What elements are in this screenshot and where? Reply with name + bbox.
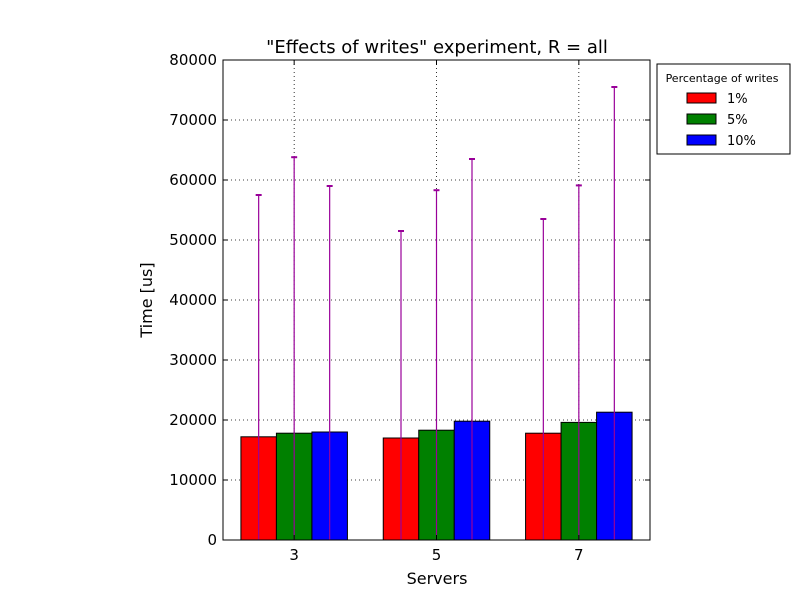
- legend-box: [656, 63, 791, 155]
- legend-label: 10%: [727, 134, 756, 149]
- y-tick-label: 30000: [169, 351, 217, 369]
- legend-swatch: [686, 92, 717, 104]
- y-tick-label: 0: [207, 531, 217, 549]
- axis-ticks: 0 10000 20000 30000 40000 50000 60000 70000 8000…: [169, 51, 650, 564]
- legend-label: 5%: [727, 113, 748, 128]
- legend-label: 1%: [727, 92, 748, 107]
- x-tick-label: 7: [574, 546, 584, 564]
- y-tick-label: 80000: [169, 51, 217, 69]
- y-tick-label: 40000: [169, 291, 217, 309]
- y-tick-label: 20000: [169, 411, 217, 429]
- legend-title: Percentage of writes: [666, 72, 779, 85]
- legend-swatch: [686, 134, 717, 146]
- legend-swatch: [686, 113, 717, 125]
- legend-items: 1% 5% 10%: [686, 92, 756, 149]
- x-tick-label: 3: [289, 546, 299, 564]
- y-axis-label: Time [us]: [137, 262, 156, 338]
- error-bars: [255, 86, 618, 540]
- x-tick-label: 5: [432, 546, 442, 564]
- x-axis-label: Servers: [407, 569, 468, 588]
- legend: Percentage of writes 1% 5% 10%: [656, 63, 791, 155]
- y-tick-label: 50000: [169, 231, 217, 249]
- y-tick-label: 10000: [169, 471, 217, 489]
- y-tick-label: 60000: [169, 171, 217, 189]
- y-tick-label: 70000: [169, 111, 217, 129]
- chart-title: "Effects of writes" experiment, R = all: [266, 37, 608, 58]
